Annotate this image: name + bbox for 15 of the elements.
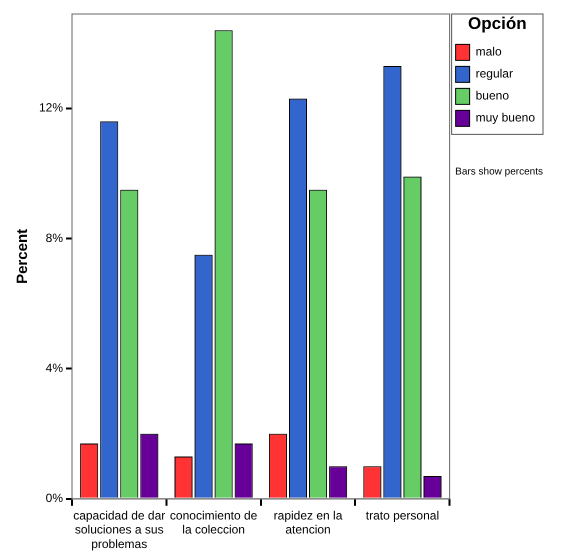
y-tick-label: 12% xyxy=(38,100,64,115)
x-tick-label: trato personal xyxy=(366,508,440,522)
text: Bars show percents xyxy=(455,166,543,178)
x-tick-label: capacidad de dar soluciones a sus problemas xyxy=(73,508,166,552)
legend-label: regular xyxy=(476,66,513,81)
legend-title: Opción xyxy=(468,14,527,34)
y-tick-label: 8% xyxy=(46,230,64,245)
y-axis-title: Percent xyxy=(14,228,32,284)
legend-label: malo xyxy=(476,44,502,59)
y-tick-label: 4% xyxy=(46,360,64,375)
x-tick-label: conocimiento de la coleccion xyxy=(170,508,258,537)
y-tick-label: 0% xyxy=(46,491,64,506)
legend-label: muy bueno xyxy=(476,110,536,125)
x-tick-label: rapidez en la atencion xyxy=(274,508,343,537)
legend-label: bueno xyxy=(476,88,510,103)
